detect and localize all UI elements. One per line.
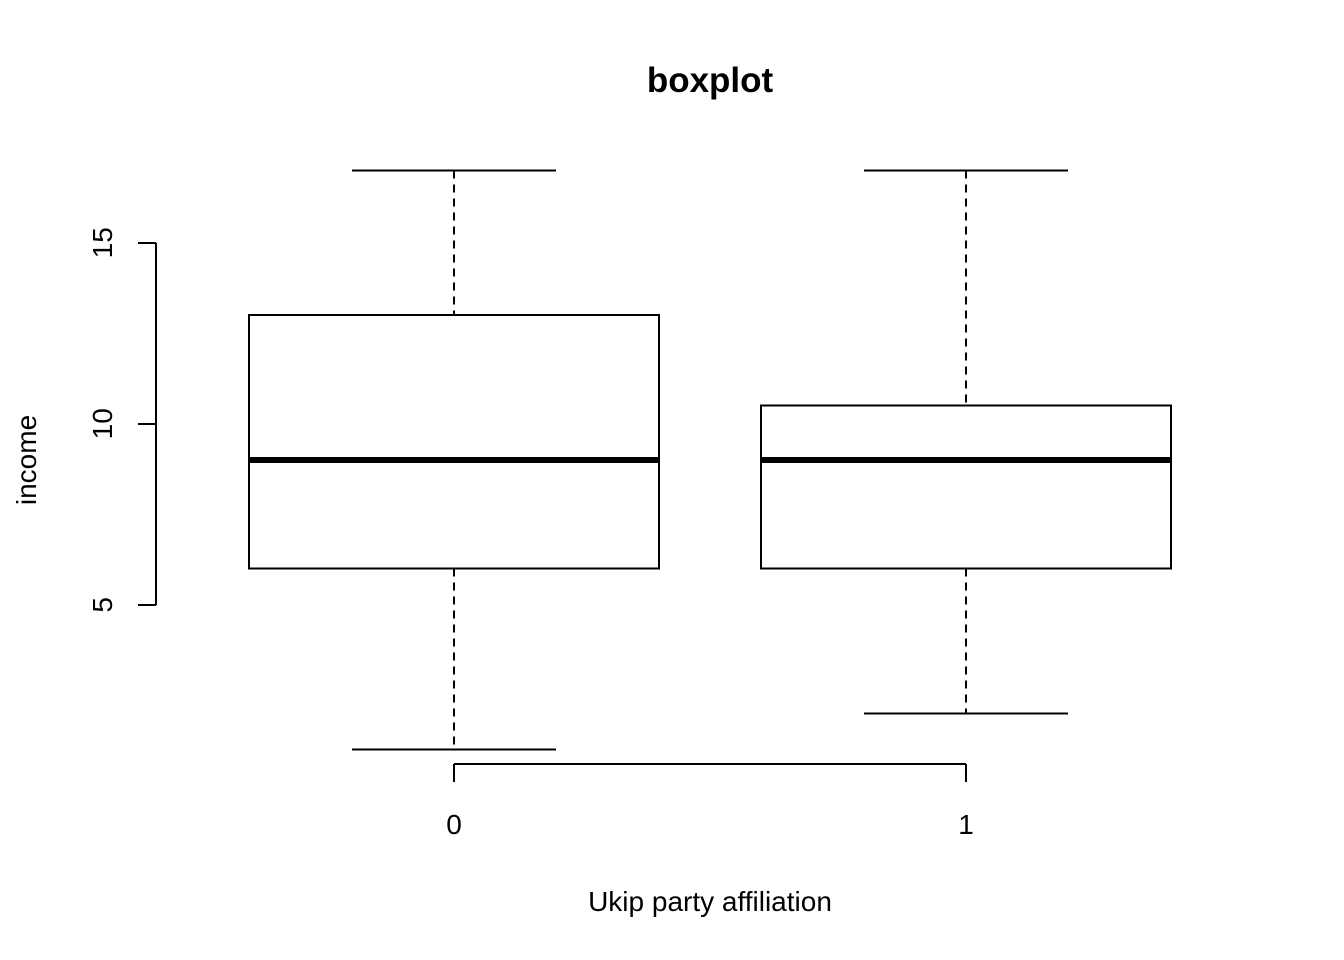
x-tick-label: 1 bbox=[958, 809, 974, 840]
box-iqr bbox=[760, 404, 1172, 570]
plot-area bbox=[248, 169, 1172, 751]
x-tick-label: 0 bbox=[446, 809, 462, 840]
y-axis-label: income bbox=[11, 415, 42, 505]
y-tick-label: 15 bbox=[87, 227, 118, 258]
chart-title: boxplot bbox=[647, 61, 774, 100]
box-group-0 bbox=[248, 169, 660, 751]
y-tick-label: 10 bbox=[87, 408, 118, 439]
box-group-1 bbox=[760, 169, 1172, 715]
x-axis-label: Ukip party affiliation bbox=[588, 886, 832, 917]
box-iqr bbox=[248, 314, 660, 570]
y-tick-label: 5 bbox=[87, 597, 118, 613]
y-axis: 5 10 15 bbox=[87, 227, 157, 613]
